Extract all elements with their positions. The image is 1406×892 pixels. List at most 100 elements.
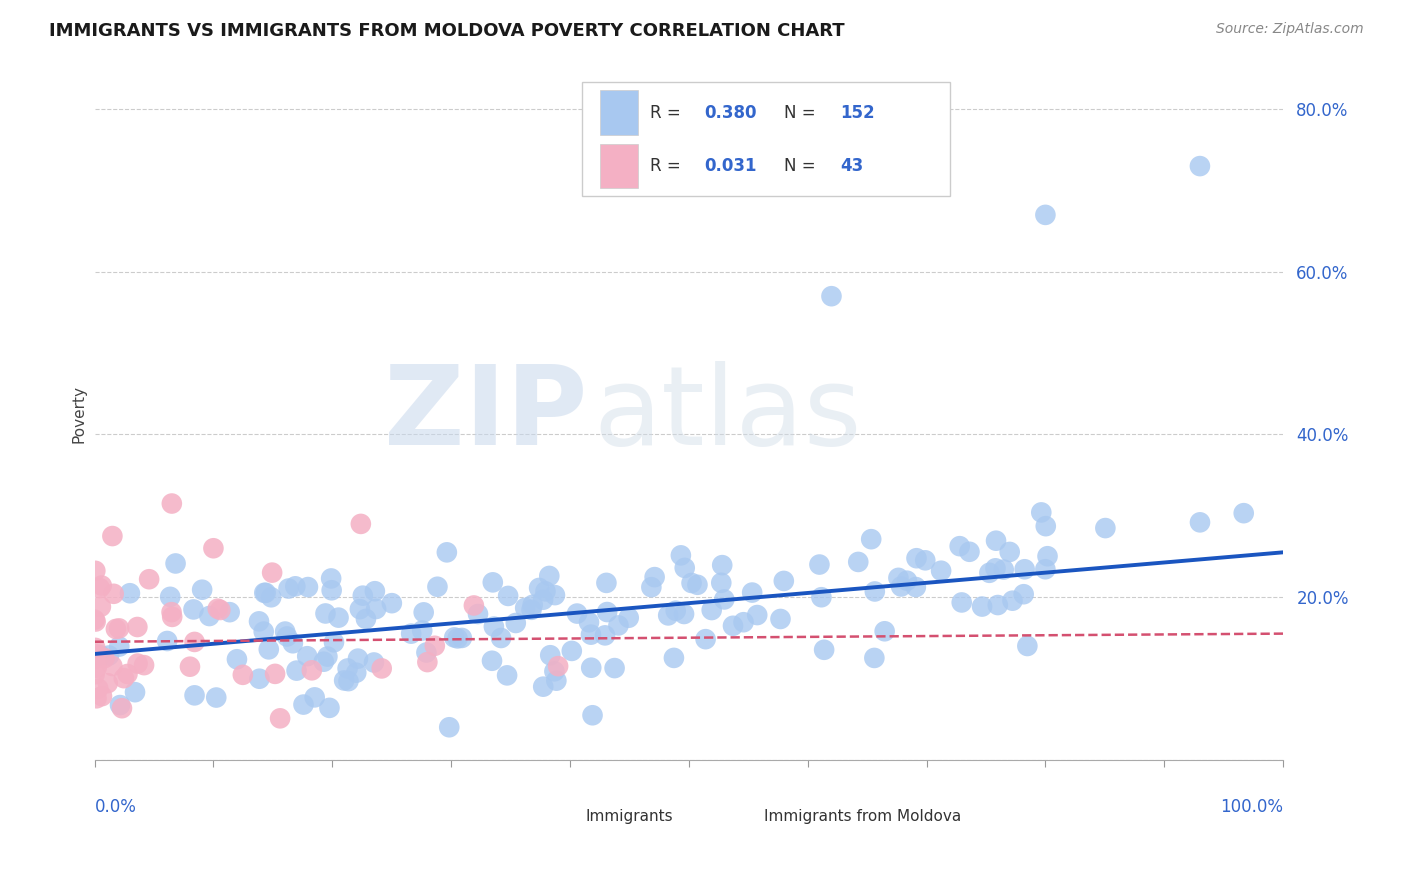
Point <box>463 599 485 613</box>
Point <box>202 541 225 556</box>
Point <box>160 496 183 510</box>
Point <box>987 598 1010 612</box>
Point <box>1188 516 1211 530</box>
Point <box>544 588 567 602</box>
Point <box>905 551 928 566</box>
Point <box>904 580 927 594</box>
Point <box>863 584 886 599</box>
Point <box>108 621 131 635</box>
Point <box>321 583 343 598</box>
Point <box>993 563 1015 577</box>
Point <box>546 673 568 688</box>
Point <box>132 658 155 673</box>
Point <box>337 674 360 689</box>
Text: 152: 152 <box>839 103 875 121</box>
Point <box>412 606 434 620</box>
Point <box>673 607 696 621</box>
Point <box>481 654 503 668</box>
Point <box>277 582 299 596</box>
Point <box>713 592 735 607</box>
Text: 0.031: 0.031 <box>704 157 756 175</box>
Point <box>820 289 842 303</box>
Point <box>581 661 603 675</box>
Point <box>297 580 319 594</box>
Text: 0.0%: 0.0% <box>94 797 136 815</box>
Point <box>959 545 981 559</box>
Point <box>527 581 550 595</box>
Point <box>450 631 472 645</box>
Point <box>1012 587 1035 601</box>
Text: 43: 43 <box>839 157 863 175</box>
Point <box>191 582 214 597</box>
Point <box>984 561 1007 575</box>
Point <box>1036 549 1059 564</box>
Point <box>443 631 465 645</box>
Point <box>1094 521 1116 535</box>
Point <box>159 590 181 604</box>
Point <box>669 549 692 563</box>
Point <box>84 564 107 578</box>
Point <box>1017 639 1039 653</box>
Point <box>160 610 183 624</box>
Point <box>179 659 201 673</box>
Point <box>644 570 666 584</box>
Point <box>890 579 912 593</box>
Point <box>1233 506 1256 520</box>
Point <box>505 615 527 630</box>
FancyBboxPatch shape <box>600 90 638 135</box>
Text: N =: N = <box>785 103 821 121</box>
Text: IMMIGRANTS VS IMMIGRANTS FROM MOLDOVA POVERTY CORRELATION CHART: IMMIGRANTS VS IMMIGRANTS FROM MOLDOVA PO… <box>49 22 845 40</box>
Point <box>90 578 112 592</box>
Point <box>156 634 179 648</box>
Text: Source: ZipAtlas.com: Source: ZipAtlas.com <box>1216 22 1364 37</box>
Point <box>1035 208 1057 222</box>
Point <box>603 661 626 675</box>
Point <box>640 580 662 594</box>
Point <box>97 676 120 690</box>
Text: Immigrants: Immigrants <box>585 809 673 824</box>
Point <box>887 571 910 585</box>
Point <box>86 691 108 706</box>
Point <box>860 532 883 546</box>
Point <box>84 647 107 661</box>
Point <box>86 661 108 675</box>
Point <box>336 661 359 675</box>
Text: R =: R = <box>650 157 686 175</box>
Point <box>769 612 792 626</box>
Point <box>998 545 1021 559</box>
Point <box>247 615 270 629</box>
Point <box>333 673 356 688</box>
Point <box>657 608 679 623</box>
Point <box>617 611 640 625</box>
Point <box>205 690 228 705</box>
FancyBboxPatch shape <box>550 801 581 831</box>
Point <box>84 640 107 655</box>
Point <box>747 608 769 623</box>
Point <box>344 665 367 680</box>
Point <box>84 615 107 629</box>
Point <box>108 698 131 712</box>
Point <box>269 711 291 725</box>
Point <box>426 580 449 594</box>
Point <box>399 626 422 640</box>
Point <box>274 624 297 639</box>
Point <box>711 558 734 573</box>
Text: N =: N = <box>785 157 821 175</box>
Point <box>138 572 160 586</box>
Point <box>515 600 537 615</box>
Point <box>112 671 135 685</box>
Point <box>350 516 373 531</box>
Point <box>1001 593 1024 607</box>
Text: R =: R = <box>650 103 686 121</box>
Point <box>347 651 370 665</box>
Point <box>381 596 404 610</box>
Point <box>249 672 271 686</box>
Point <box>254 586 277 600</box>
Point <box>489 631 512 645</box>
Point <box>970 599 993 614</box>
Point <box>101 659 124 673</box>
Point <box>695 632 717 647</box>
Point <box>579 627 602 641</box>
Point <box>423 639 446 653</box>
Point <box>810 591 832 605</box>
